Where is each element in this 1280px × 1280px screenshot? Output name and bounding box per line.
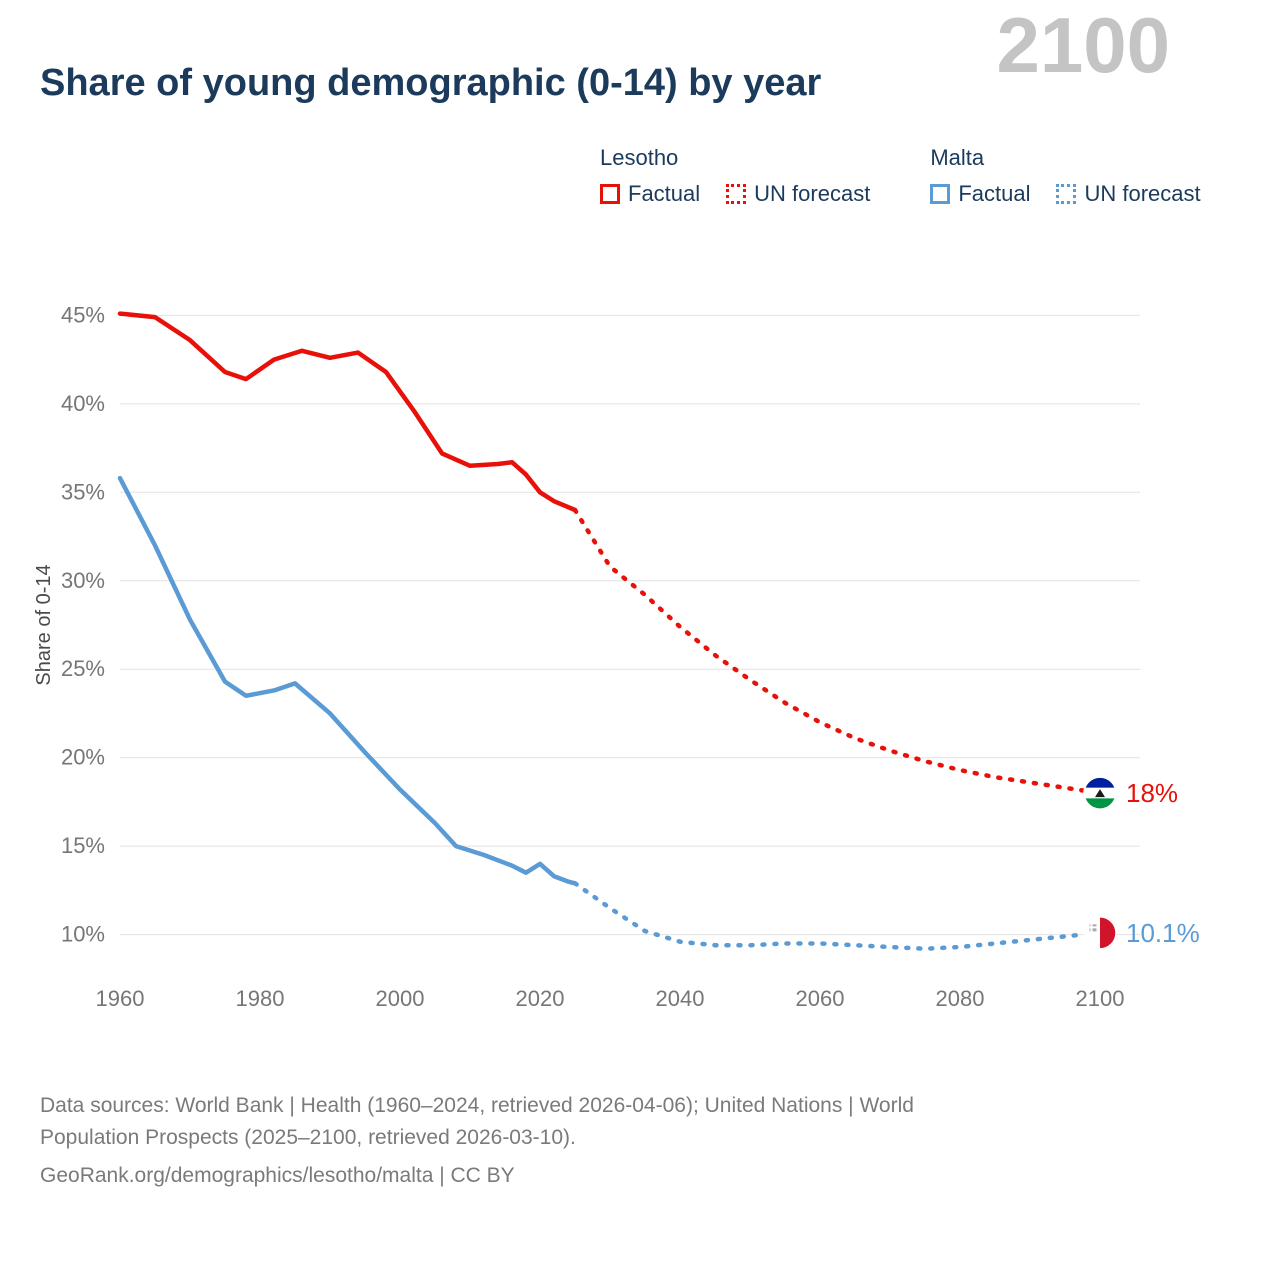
svg-text:2000: 2000 (376, 986, 425, 1011)
footer-line-1: Data sources: World Bank | Health (1960–… (40, 1090, 1230, 1122)
svg-text:30%: 30% (61, 568, 105, 593)
svg-text:25%: 25% (61, 656, 105, 681)
legend-label-malta-forecast: UN forecast (1084, 181, 1200, 207)
footer-line-2: Population Prospects (2025–2100, retriev… (40, 1122, 1230, 1154)
legend-label-malta-factual: Factual (958, 181, 1030, 207)
svg-text:Share of 0-14: Share of 0-14 (33, 564, 55, 685)
svg-text:20%: 20% (61, 745, 105, 770)
chart-svg: 10% 15% 20% 25% 30% 35% 40% 45% Share of 0-14 196… (30, 270, 1250, 1030)
chart-footer: Data sources: World Bank | Health (1960–… (40, 1090, 1230, 1192)
legend-item-lesotho-factual[interactable]: Factual (600, 181, 700, 207)
svg-text:18%: 18% (1126, 778, 1178, 808)
flag-marker-lesotho (1084, 777, 1116, 809)
svg-text:2100: 2100 (1076, 986, 1125, 1011)
legend-group-malta: Malta Factual UN forecast (930, 145, 1200, 207)
legend-swatch-lesotho-forecast (726, 184, 746, 204)
legend-group-title-lesotho: Lesotho (600, 145, 870, 171)
legend-items-lesotho: Factual UN forecast (600, 181, 870, 207)
legend: Lesotho Factual UN forecast Malta Factua… (600, 145, 1201, 207)
svg-text:2020: 2020 (516, 986, 565, 1011)
legend-swatch-malta-forecast (1056, 184, 1076, 204)
flag-marker-malta (1084, 917, 1116, 949)
legend-group-lesotho: Lesotho Factual UN forecast (600, 145, 870, 207)
legend-item-lesotho-forecast[interactable]: UN forecast (726, 181, 870, 207)
legend-items-malta: Factual UN forecast (930, 181, 1200, 207)
svg-text:2080: 2080 (936, 986, 985, 1011)
svg-text:45%: 45% (61, 302, 105, 327)
legend-swatch-lesotho-factual (600, 184, 620, 204)
year-watermark: 2100 (996, 0, 1170, 91)
svg-text:10.1%: 10.1% (1126, 918, 1200, 948)
svg-text:40%: 40% (61, 391, 105, 416)
chart-page: Share of young demographic (0-14) by yea… (0, 0, 1280, 1280)
legend-group-title-malta: Malta (930, 145, 1200, 171)
svg-text:1960: 1960 (96, 986, 145, 1011)
footer-line-3: GeoRank.org/demographics/lesotho/malta |… (40, 1160, 1230, 1192)
legend-swatch-malta-factual (930, 184, 950, 204)
svg-text:10%: 10% (61, 922, 105, 947)
svg-text:15%: 15% (61, 833, 105, 858)
legend-label-lesotho-forecast: UN forecast (754, 181, 870, 207)
svg-text:2060: 2060 (796, 986, 845, 1011)
chart-title: Share of young demographic (0-14) by yea… (40, 62, 821, 105)
legend-label-lesotho-factual: Factual (628, 181, 700, 207)
svg-text:35%: 35% (61, 479, 105, 504)
legend-item-malta-factual[interactable]: Factual (930, 181, 1030, 207)
svg-text:2040: 2040 (656, 986, 705, 1011)
legend-item-malta-forecast[interactable]: UN forecast (1056, 181, 1200, 207)
chart-plot-area: 10% 15% 20% 25% 30% 35% 40% 45% Share of 0-14 196… (30, 270, 1250, 1030)
svg-text:1980: 1980 (236, 986, 285, 1011)
